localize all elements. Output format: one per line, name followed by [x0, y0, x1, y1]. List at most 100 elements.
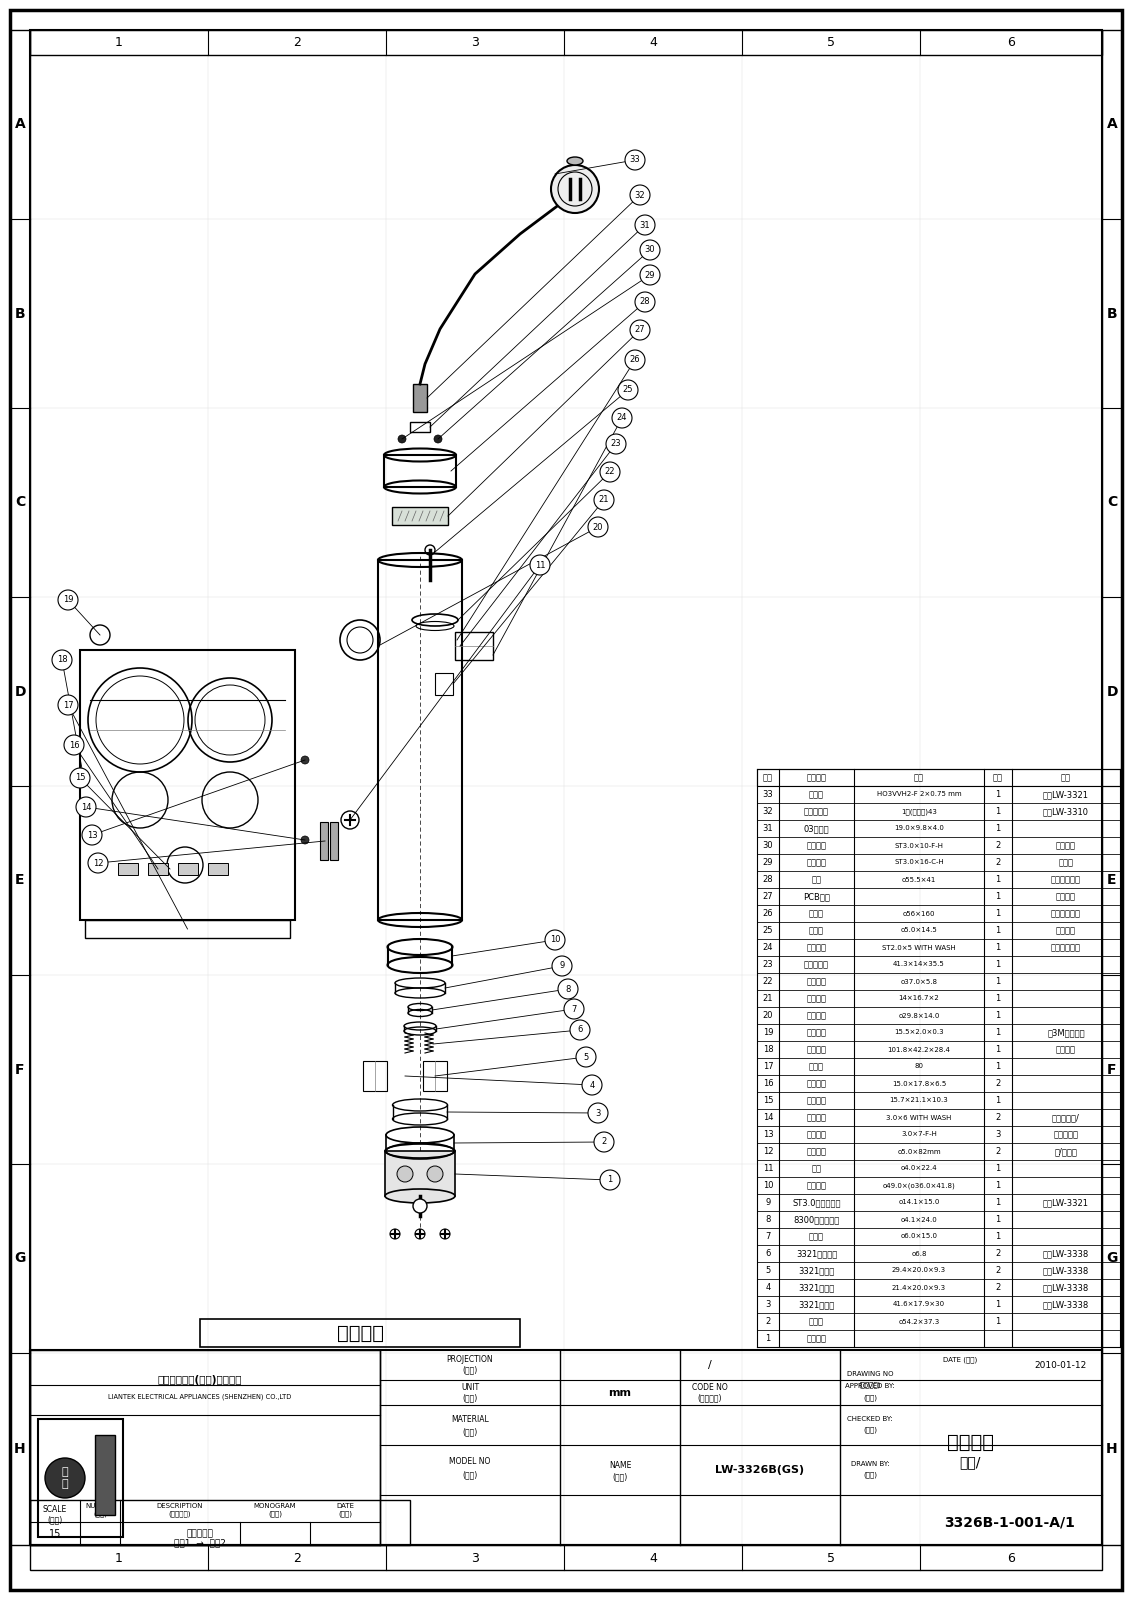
Text: 8: 8 [765, 1214, 771, 1224]
Text: 5: 5 [765, 1266, 771, 1275]
Text: 3321拨叉组: 3321拨叉组 [798, 1283, 834, 1293]
Text: o4.1×24.0: o4.1×24.0 [901, 1216, 937, 1222]
Circle shape [594, 1133, 614, 1152]
Text: 16: 16 [69, 741, 79, 749]
Text: 1: 1 [115, 1552, 123, 1565]
Text: 11: 11 [763, 1165, 773, 1173]
Text: 用量1  →  用量2: 用量1 → 用量2 [174, 1539, 226, 1547]
Circle shape [440, 1229, 451, 1238]
Bar [331, 822, 338, 861]
Bar [757, 854, 1120, 870]
Text: 9: 9 [765, 1198, 771, 1206]
Text: 6: 6 [577, 1026, 583, 1035]
Text: 5: 5 [827, 1552, 835, 1565]
Text: 9: 9 [559, 962, 565, 971]
Circle shape [413, 1198, 427, 1213]
Text: 借用LW-3321: 借用LW-3321 [1043, 790, 1089, 798]
Text: D: D [15, 685, 26, 699]
Bar [757, 1194, 1120, 1211]
Text: A: A [15, 117, 25, 131]
Text: 03压线码: 03压线码 [804, 824, 830, 834]
Circle shape [625, 350, 645, 370]
Text: 29: 29 [645, 270, 655, 280]
Bar [757, 819, 1120, 837]
Text: (型号): (型号) [462, 1470, 478, 1480]
Circle shape [588, 517, 608, 538]
Text: 面前板: 面前板 [809, 1062, 824, 1070]
Circle shape [544, 930, 565, 950]
Text: 顶盖: 顶盖 [812, 875, 822, 883]
Bar [385, 1150, 455, 1197]
Text: o29.8×14.0: o29.8×14.0 [899, 1013, 940, 1019]
Text: 3.0×7-F-H: 3.0×7-F-H [901, 1131, 937, 1138]
Text: o4.0×22.4: o4.0×22.4 [901, 1165, 937, 1171]
Text: 33: 33 [763, 790, 773, 798]
Text: 借用LW-3338: 借用LW-3338 [1043, 1250, 1089, 1258]
Text: 1: 1 [995, 1214, 1001, 1224]
Text: D: D [1106, 685, 1117, 699]
Bar [95, 1435, 115, 1515]
Text: 白色胶件内需: 白色胶件内需 [1050, 909, 1081, 918]
Bar [757, 1262, 1120, 1278]
Bar [423, 1061, 447, 1091]
Text: 旋钮轴: 旋钮轴 [809, 926, 824, 934]
Text: o56×160: o56×160 [902, 910, 935, 917]
Text: 喷银色油: 喷银色油 [1056, 893, 1077, 901]
Text: 1: 1 [995, 978, 1001, 986]
Text: 灯罩固定架: 灯罩固定架 [804, 960, 829, 970]
Text: 15: 15 [49, 1530, 61, 1539]
Text: 2: 2 [995, 1114, 1001, 1122]
Text: 1: 1 [995, 1165, 1001, 1173]
Text: A: A [1107, 117, 1117, 131]
Text: 31: 31 [640, 221, 650, 229]
Text: 联创三金电器(深圳)有限公司: 联创三金电器(深圳)有限公司 [157, 1374, 242, 1386]
Text: 14: 14 [763, 1114, 773, 1122]
Bar [757, 1042, 1120, 1058]
Text: ST3.0×16-C-H: ST3.0×16-C-H [894, 859, 944, 866]
Text: 物料名称: 物料名称 [806, 773, 826, 782]
Text: 1: 1 [995, 1011, 1001, 1021]
Text: 主机总成: 主机总成 [806, 1334, 826, 1342]
Text: 23: 23 [610, 440, 621, 448]
Text: 13: 13 [763, 1130, 773, 1139]
Text: 序引: 序引 [763, 773, 773, 782]
Circle shape [582, 1075, 602, 1094]
Text: 2: 2 [995, 1078, 1001, 1088]
Text: 12: 12 [93, 859, 103, 867]
Bar [757, 1109, 1120, 1126]
Text: 1: 1 [995, 1045, 1001, 1054]
Text: 3: 3 [595, 1109, 601, 1117]
Circle shape [65, 734, 84, 755]
Text: MATERIAL: MATERIAL [452, 1416, 489, 1424]
Text: 30: 30 [763, 842, 773, 850]
Text: 装饰环: 装饰环 [809, 1232, 824, 1242]
Circle shape [606, 434, 626, 454]
Text: 2010-01-12: 2010-01-12 [1034, 1360, 1086, 1370]
Text: 用量: 用量 [993, 773, 1003, 782]
Bar [757, 1330, 1120, 1347]
Text: o5.0×82mm: o5.0×82mm [898, 1149, 941, 1155]
Bar [148, 862, 168, 875]
Text: 2: 2 [995, 842, 1001, 850]
Text: 贴3M磁固背胶: 贴3M磁固背胶 [1047, 1029, 1084, 1037]
Bar [1101, 30, 1122, 1546]
Text: 15.5×2.0×0.3: 15.5×2.0×0.3 [894, 1029, 944, 1035]
Text: 1: 1 [995, 960, 1001, 970]
Text: 29: 29 [763, 858, 773, 867]
Text: 15: 15 [763, 1096, 773, 1106]
Bar [757, 1160, 1120, 1178]
Bar [455, 632, 494, 659]
Text: E: E [1107, 874, 1117, 888]
Text: 22: 22 [763, 978, 773, 986]
Text: 4: 4 [590, 1080, 594, 1090]
Circle shape [52, 650, 72, 670]
Text: 1: 1 [995, 806, 1001, 816]
Text: 7: 7 [572, 1005, 576, 1013]
Circle shape [434, 435, 441, 443]
Text: 锁灯罩固定架: 锁灯罩固定架 [1050, 942, 1081, 952]
Circle shape [415, 1229, 424, 1238]
Text: 20: 20 [763, 1011, 773, 1021]
Circle shape [530, 555, 550, 574]
Text: 5: 5 [827, 37, 835, 50]
Text: 11: 11 [534, 560, 546, 570]
